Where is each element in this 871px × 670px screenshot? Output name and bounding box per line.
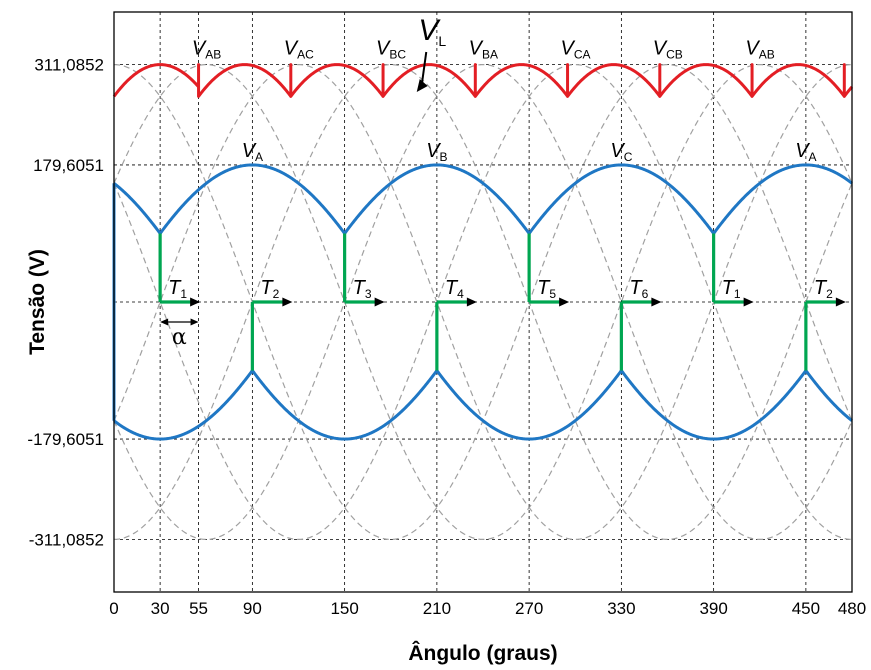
phase-voltage-label-c: VC (610, 140, 632, 164)
x-tick-label: 150 (330, 599, 358, 618)
phase-voltage-label-a: VA (242, 140, 263, 164)
rectified-line-voltage-curve (112, 63, 854, 98)
y-tick-label: -179,6051 (27, 430, 104, 449)
tick-labels: 0 30 55 90 150 210 270 330 390 450 480 311,0852 179,… (27, 56, 866, 618)
x-tick-label: 210 (423, 599, 451, 618)
y-tick-label: 311,0852 (34, 56, 104, 75)
pulse-label-3: T3 (353, 277, 372, 301)
pulse-arrowhead-5 (559, 297, 570, 307)
x-tick-label: 55 (189, 599, 208, 618)
x-tick-label: 480 (838, 599, 866, 618)
line-voltage-label-cb: VCB (653, 38, 683, 62)
curve-labels: T1 T2 T3 T4 T5 T6 T1 T2 α VAB VAC VBC VBA VCA VCB VAB VA… (160, 14, 833, 350)
line-voltage-label-ba: VBA (469, 38, 498, 62)
pulse-arrowhead-2 (835, 297, 846, 307)
pulse-label-2: T2 (260, 277, 279, 301)
y-tick-label: -311,0852 (29, 530, 104, 549)
rectified-line-voltage (112, 63, 854, 98)
line-voltage-label-ab: VAB (192, 38, 221, 62)
y-axis-title: Tensão (V) (26, 249, 49, 355)
dashed-line-voltage (113, 63, 853, 541)
pulse-label-1: T1 (168, 277, 187, 301)
vl-label: VL (418, 14, 446, 49)
pulse-arrowhead-1 (190, 297, 201, 307)
pulse-arrowhead-2 (282, 297, 293, 307)
x-tick-label: 390 (699, 599, 727, 618)
pulse-arrowhead-6 (651, 297, 662, 307)
vl-arrow-line (420, 51, 428, 86)
phase-envelope-negative (113, 367, 853, 441)
pulse-arrowhead-1 (743, 297, 754, 307)
line-voltage-label-bc: VBC (376, 38, 406, 62)
pulse-label-6: T6 (629, 277, 648, 301)
phase-voltage-label-b: VB (426, 140, 447, 164)
line-voltage-label-ac: VAC (284, 38, 314, 62)
pulse-label-1: T1 (722, 277, 741, 301)
plot-frame (113, 11, 853, 593)
y-tick-label: 179,6051 (33, 156, 104, 175)
alpha-arrowhead-left (160, 318, 169, 326)
x-tick-label: 270 (515, 599, 543, 618)
x-tick-label: 0 (109, 599, 118, 618)
line-voltage-label-ab: VAB (745, 38, 774, 62)
x-tick-label: 330 (607, 599, 635, 618)
dashed-line-voltage (113, 63, 853, 541)
alpha-arrowhead-right (190, 318, 199, 326)
pulse-arrowhead-4 (466, 297, 477, 307)
line-voltage-label-ca: VCA (561, 38, 591, 62)
x-axis-title: Ângulo (graus) (408, 641, 557, 665)
vl-arrowhead (416, 79, 428, 92)
pulse-arrowhead-3 (374, 297, 385, 307)
pulse-label-5: T5 (537, 277, 556, 301)
x-tick-label: 30 (151, 599, 170, 618)
x-tick-label: 450 (792, 599, 820, 618)
alpha-label: α (172, 325, 187, 350)
thyristor-pulses (158, 233, 846, 371)
phase-voltage-label-a: VA (795, 140, 816, 164)
x-tick-label: 90 (243, 599, 262, 618)
pulse-label-2: T2 (814, 277, 833, 301)
phase-envelope-positive (113, 163, 853, 237)
pulse-label-4: T4 (445, 277, 464, 301)
